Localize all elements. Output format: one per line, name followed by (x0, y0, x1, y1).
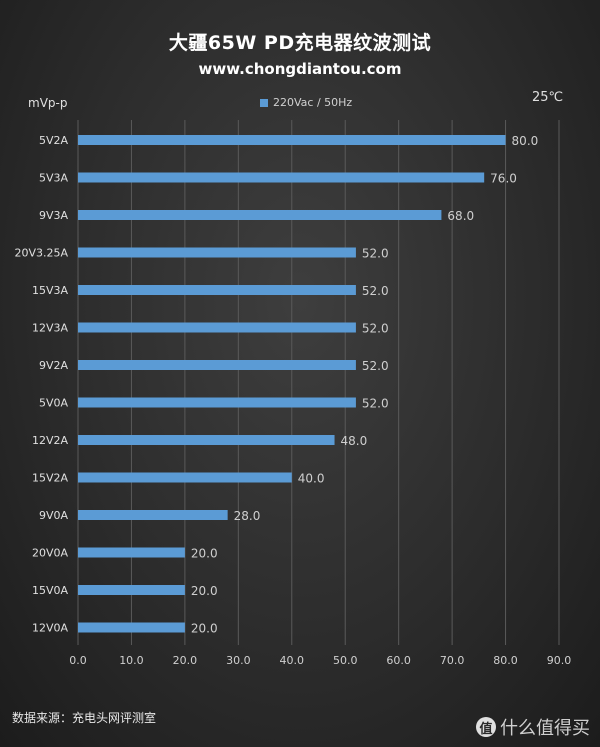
bar (78, 285, 356, 295)
data-label: 40.0 (298, 472, 325, 486)
data-label: 28.0 (234, 509, 261, 523)
legend-swatch (260, 98, 268, 107)
data-label: 76.0 (490, 172, 517, 186)
x-tick-label: 80.0 (493, 654, 518, 667)
bar (78, 622, 185, 633)
bar (78, 397, 356, 408)
data-source: 数据来源：充电头网评测室 (12, 711, 157, 725)
chart-subtitle: www.chongdiantou.com (198, 60, 402, 78)
data-label: 20.0 (191, 584, 218, 598)
bar (78, 510, 228, 520)
category-label: 15V2A (32, 472, 69, 485)
data-label: 52.0 (362, 247, 389, 261)
data-label: 68.0 (447, 209, 474, 223)
bar (78, 547, 185, 558)
category-label: 9V3A (39, 209, 69, 222)
x-tick-label: 60.0 (386, 654, 411, 667)
watermark-logo-icon: 值 (476, 717, 496, 737)
bar (78, 435, 335, 445)
category-label: 20V3.25A (14, 247, 68, 260)
axis-unit-label: mVp-p (28, 96, 68, 110)
bar (78, 472, 292, 483)
x-tick-label: 0.0 (69, 654, 87, 667)
bar (78, 172, 485, 183)
x-tick-label: 10.0 (119, 654, 144, 667)
category-label: 12V3A (32, 322, 69, 335)
bar (78, 360, 356, 370)
category-label: 5V0A (39, 397, 69, 410)
chart-title: 大疆65W PD充电器纹波测试 (168, 32, 432, 54)
data-label: 52.0 (362, 322, 389, 336)
watermark-text: 什么值得买 (500, 718, 590, 739)
category-label: 12V0A (32, 622, 69, 635)
bar (78, 322, 356, 333)
category-label: 9V0A (39, 509, 69, 522)
x-tick-label: 70.0 (440, 654, 465, 667)
category-label: 9V2A (39, 359, 69, 372)
data-label: 20.0 (191, 547, 218, 561)
temperature-label: 25℃ (532, 90, 564, 105)
data-label: 48.0 (341, 434, 368, 448)
bar (78, 210, 442, 220)
category-label: 15V0A (32, 584, 69, 597)
legend: 220Vac / 50Hz (260, 96, 352, 109)
bar (78, 585, 185, 595)
watermark: 值 什么值得买 (476, 714, 590, 740)
category-label: 15V3A (32, 284, 69, 297)
x-tick-label: 40.0 (280, 654, 305, 667)
data-label: 20.0 (191, 622, 218, 636)
x-tick-label: 90.0 (547, 654, 572, 667)
x-tick-label: 30.0 (226, 654, 251, 667)
x-tick-label: 50.0 (333, 654, 358, 667)
legend-label: 220Vac / 50Hz (273, 96, 353, 109)
x-tick-label: 20.0 (173, 654, 198, 667)
data-label: 52.0 (362, 284, 389, 298)
data-label: 52.0 (362, 397, 389, 411)
bar (78, 135, 506, 145)
category-label: 20V0A (32, 547, 69, 560)
category-label: 12V2A (32, 434, 69, 447)
category-label: 5V2A (39, 134, 69, 147)
data-label: 80.0 (512, 134, 539, 148)
category-label: 5V3A (39, 172, 69, 185)
data-label: 52.0 (362, 359, 389, 373)
bar (78, 247, 356, 258)
